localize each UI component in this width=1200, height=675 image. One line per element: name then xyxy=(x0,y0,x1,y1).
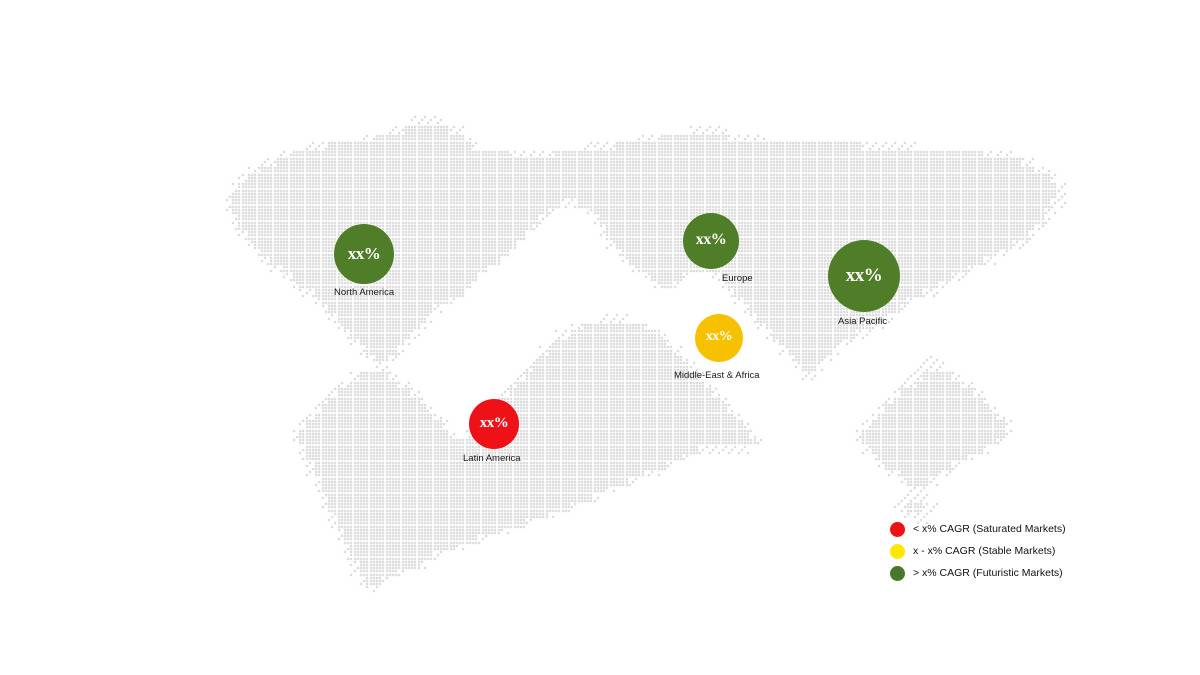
region-label-europe: Europe xyxy=(722,273,753,284)
legend-swatch-saturated-icon xyxy=(890,521,905,537)
region-value-europe: xx% xyxy=(695,231,727,248)
legend-swatch-stable-icon xyxy=(890,543,905,559)
legend-row-saturated[interactable]: < x% CAGR (Saturated Markets) xyxy=(890,518,1066,540)
legend-swatch-futuristic-icon xyxy=(890,565,905,581)
region-value-middle-east-africa: xx% xyxy=(705,329,733,344)
region-value-north-america: xx% xyxy=(347,243,381,263)
legend-row-futuristic[interactable]: > x% CAGR (Futuristic Markets) xyxy=(890,562,1066,584)
region-label-middle-east-africa: Middle-East & Africa xyxy=(674,370,760,381)
region-label-latin-america: Latin America xyxy=(463,453,521,464)
region-label-asia-pacific: Asia Pacific xyxy=(838,316,888,327)
legend-label-futuristic: > x% CAGR (Futuristic Markets) xyxy=(913,566,1063,579)
region-value-latin-america: xx% xyxy=(479,414,509,431)
legend-label-saturated: < x% CAGR (Saturated Markets) xyxy=(913,522,1066,535)
region-value-asia-pacific: xx% xyxy=(845,264,883,286)
region-bubble-asia-pacific[interactable]: xx% xyxy=(828,240,900,312)
region-bubble-north-america[interactable]: xx% xyxy=(334,224,394,284)
legend-row-stable[interactable]: x - x% CAGR (Stable Markets) xyxy=(890,540,1066,562)
legend-label-stable: x - x% CAGR (Stable Markets) xyxy=(913,544,1056,557)
region-bubble-latin-america[interactable]: xx% xyxy=(469,399,519,449)
region-bubble-middle-east-africa[interactable]: xx% xyxy=(695,314,743,362)
region-label-north-america: North America xyxy=(334,287,395,298)
region-bubble-europe[interactable]: xx% xyxy=(683,213,739,269)
cagr-legend: < x% CAGR (Saturated Markets) x - x% CAGR… xyxy=(890,518,1066,584)
